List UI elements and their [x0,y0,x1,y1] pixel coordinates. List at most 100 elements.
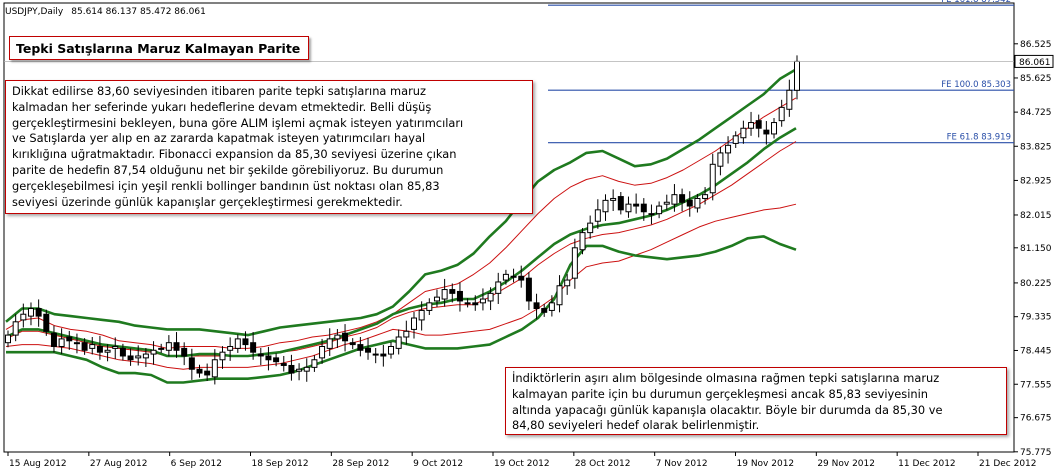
candle-8[interactable] [66,330,73,350]
candle-47[interactable] [365,337,372,360]
candle-96[interactable] [740,120,747,144]
candle-5[interactable] [43,309,50,336]
candle-30[interactable] [234,334,241,353]
candle-32[interactable] [250,332,257,360]
candle-22[interactable] [173,332,180,358]
candle-38[interactable] [296,363,303,381]
candle-99[interactable] [763,121,770,145]
candle-9[interactable] [73,333,80,354]
candle-4[interactable] [35,299,42,327]
candle-84[interactable] [648,204,655,225]
candle-6[interactable] [50,325,57,353]
candle-21[interactable] [165,335,172,357]
candle-50[interactable] [388,341,395,359]
candle-65[interactable] [502,269,509,285]
candle-37[interactable] [288,354,295,381]
candle-78[interactable] [602,194,609,221]
candle-20[interactable] [158,343,165,353]
candle-71[interactable] [548,295,555,317]
candle-79[interactable] [610,189,617,211]
candle-41[interactable] [319,338,326,364]
candle-40[interactable] [311,355,318,372]
candle-1[interactable] [12,314,19,342]
candle-60[interactable] [464,298,471,308]
candle-23[interactable] [181,342,188,366]
candle-36[interactable] [280,355,287,372]
candle-56[interactable] [433,289,440,308]
candle-85[interactable] [656,201,663,219]
candle-43[interactable] [334,329,341,349]
analysis-note-right[interactable]: İndiktörlerin aşırı alım bölgesinde olma… [505,367,1007,435]
candle-64[interactable] [495,272,502,304]
candle-59[interactable] [456,282,463,312]
candle-29[interactable] [227,337,234,361]
candle-27[interactable] [211,349,218,385]
candle-45[interactable] [349,338,356,350]
candle-51[interactable] [395,329,402,355]
candle-62[interactable] [479,288,486,311]
candle-17[interactable] [135,345,142,366]
analysis-note-left[interactable]: Dikkat edilirse 83,60 seviyesinden itiba… [5,80,533,214]
candle-53[interactable] [410,311,417,339]
candle-88[interactable] [679,188,686,212]
candle-48[interactable] [372,348,379,364]
candle-25[interactable] [196,364,203,378]
candle-31[interactable] [242,331,249,351]
candle-102[interactable] [786,79,793,117]
candle-16[interactable] [127,348,134,366]
candle-63[interactable] [487,287,494,311]
candle-75[interactable] [579,228,586,255]
candle-19[interactable] [150,341,157,365]
candle-13[interactable] [104,344,111,362]
candle-58[interactable] [449,283,456,303]
candle-82[interactable] [633,193,640,214]
candle-101[interactable] [778,99,785,127]
candle-35[interactable] [273,353,280,367]
candle-3[interactable] [27,302,34,326]
candle-42[interactable] [326,328,333,356]
candle-18[interactable] [142,348,149,367]
candle-97[interactable] [748,111,755,136]
candle-49[interactable] [380,344,387,367]
candle-11[interactable] [89,336,96,355]
candle-24[interactable] [188,348,195,380]
candle-74[interactable] [571,238,578,289]
candle-70[interactable] [541,303,548,317]
candle-46[interactable] [357,336,364,357]
candle-72[interactable] [556,275,563,313]
candle-68[interactable] [525,272,532,311]
candle-39[interactable] [303,358,310,382]
candle-33[interactable] [257,348,264,366]
candle-98[interactable] [755,114,762,138]
candle-83[interactable] [640,198,647,221]
candle-87[interactable] [671,184,678,212]
candle-93[interactable] [717,146,724,176]
chart-title-label[interactable]: Tepki Satışlarına Maruz Kalmayan Parite [9,36,309,60]
candle-100[interactable] [771,118,778,139]
candle-10[interactable] [81,338,88,355]
candle-90[interactable] [694,193,701,213]
candle-95[interactable] [732,131,739,148]
candle-12[interactable] [96,335,103,360]
candle-94[interactable] [725,136,732,164]
candle-34[interactable] [265,346,272,371]
candle-69[interactable] [533,293,540,320]
candle-55[interactable] [426,298,433,315]
candle-2[interactable] [20,303,27,328]
candle-26[interactable] [204,363,211,382]
candle-77[interactable] [594,199,601,229]
candle-67[interactable] [518,265,525,288]
candle-15[interactable] [119,343,126,361]
candle-81[interactable] [625,196,632,218]
candle-52[interactable] [403,320,410,345]
candle-28[interactable] [219,346,226,369]
candle-86[interactable] [663,194,670,211]
candle-91[interactable] [702,187,709,205]
candle-57[interactable] [441,278,448,307]
candle-7[interactable] [58,328,65,355]
candle-44[interactable] [342,324,349,352]
candle-73[interactable] [564,273,571,295]
candle-80[interactable] [617,192,624,215]
candle-89[interactable] [686,191,693,217]
candle-0[interactable] [5,330,11,348]
